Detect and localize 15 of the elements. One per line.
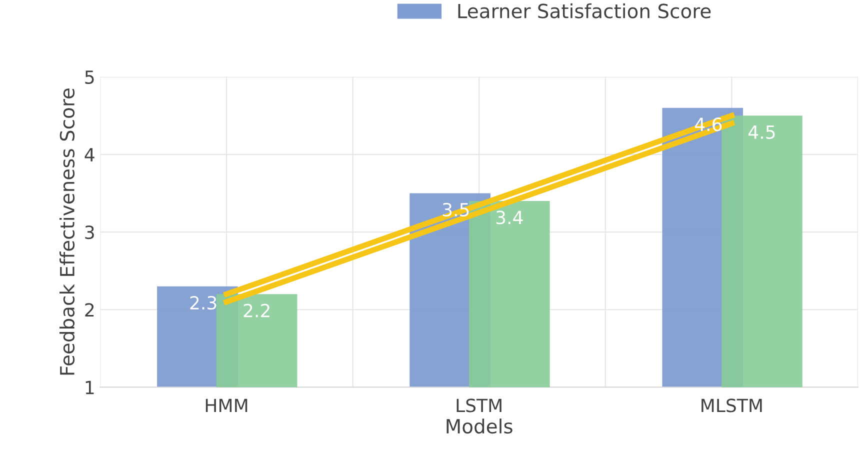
legend-label: Learner Satisfaction Score <box>458 3 711 18</box>
data-label: 2.3 <box>190 296 216 310</box>
y-tick-label: 4 <box>84 148 94 162</box>
y-tick-label: 1 <box>86 380 94 394</box>
y-axis-title: Feedback Effectiveness Score <box>60 88 75 375</box>
y-tick-label: 5 <box>85 70 94 84</box>
y-tick-label: 3 <box>85 226 94 240</box>
x-axis-title: Models <box>446 418 512 434</box>
y-tick-label: 2 <box>85 303 94 316</box>
x-tick-label: LSTM <box>456 398 502 412</box>
x-tick-label: HMM <box>206 398 248 412</box>
x-tick-label: MLSTM <box>702 398 762 412</box>
data-label: 3.4 <box>496 210 523 224</box>
data-label: 2.2 <box>244 304 270 318</box>
data-label: 4.5 <box>748 126 775 139</box>
